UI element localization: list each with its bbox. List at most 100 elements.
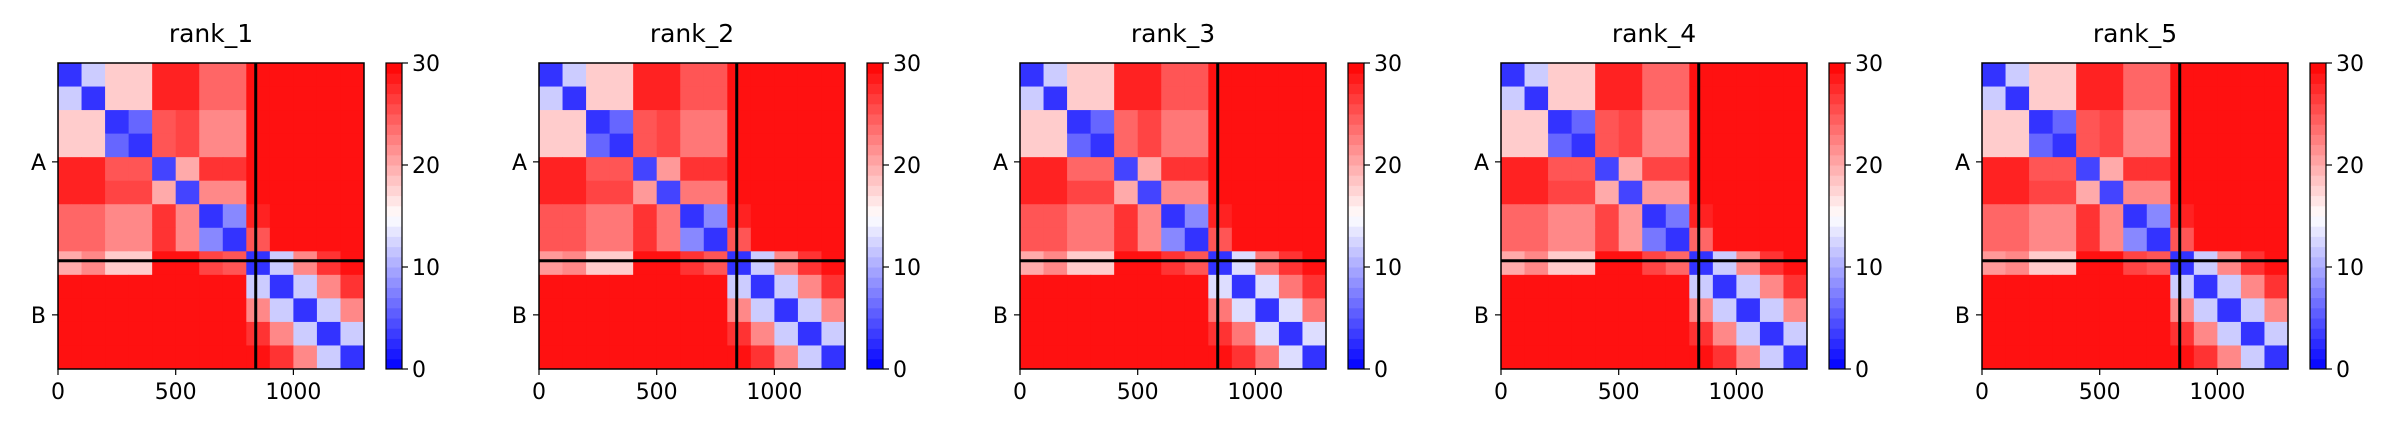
- heatmap-cell: [2123, 63, 2148, 88]
- heatmap-cell: [152, 345, 177, 370]
- colorbar-segment: [1348, 216, 1364, 227]
- heatmap-cell: [1137, 321, 1162, 346]
- heatmap-cell: [1524, 321, 1549, 346]
- heatmap-cell: [1571, 180, 1596, 205]
- colorbar-segment: [1348, 318, 1364, 329]
- heatmap-cell: [2170, 63, 2195, 88]
- y-tick-label: A: [993, 151, 1008, 176]
- heatmap-cell: [1208, 251, 1233, 276]
- heatmap-cell: [1302, 180, 1327, 205]
- heatmap-cell: [2264, 86, 2289, 111]
- heatmap-cell: [1020, 298, 1045, 323]
- heatmap-cell: [1137, 345, 1162, 370]
- heatmap-cell: [199, 180, 224, 205]
- heatmap-cell: [750, 298, 775, 323]
- heatmap-cell: [58, 274, 83, 299]
- heatmap-cell: [2264, 63, 2289, 88]
- colorbar-segment: [1829, 63, 1845, 74]
- heatmap-cell: [293, 251, 318, 276]
- heatmap-cell: [1712, 298, 1737, 323]
- heatmap-cell: [1783, 157, 1808, 182]
- heatmap-cell: [1090, 63, 1115, 88]
- heatmap-cell: [128, 345, 153, 370]
- heatmap-cell: [1184, 227, 1209, 252]
- heatmap-cell: [1255, 180, 1280, 205]
- heatmap-cell: [1759, 133, 1784, 158]
- colorbar-segment: [867, 154, 883, 166]
- heatmap-cell: [2217, 321, 2242, 346]
- heatmap-cell: [340, 345, 365, 370]
- heatmap-cell: [2052, 274, 2077, 299]
- heatmap-cell: [1137, 180, 1162, 205]
- heatmap-cell: [199, 274, 224, 299]
- heatmap-cell: [1618, 298, 1643, 323]
- heatmap-cell: [1642, 298, 1667, 323]
- heatmap-cell: [1712, 274, 1737, 299]
- x-tick-label: 500: [1598, 380, 1640, 405]
- heatmap-cell: [128, 63, 153, 88]
- heatmap-cell: [1982, 157, 2007, 182]
- colorbar-segment: [2310, 83, 2326, 95]
- heatmap-cell: [1618, 204, 1643, 229]
- heatmap-cell: [1043, 345, 1068, 370]
- heatmap-cell: [246, 86, 271, 111]
- colorbar-frame: [1347, 62, 1365, 370]
- heatmap-cell: [797, 227, 822, 252]
- heatmap-cell: [633, 251, 658, 276]
- heatmap-cell: [2029, 251, 2054, 276]
- heatmap-cell: [2005, 63, 2030, 88]
- heatmap-cell: [1501, 204, 1526, 229]
- heatmap-cell: [1278, 204, 1303, 229]
- colorbar-segment: [386, 185, 402, 197]
- heatmap-cell: [2264, 321, 2289, 346]
- heatmap-cell: [2193, 110, 2218, 135]
- heatmap-cell: [703, 274, 728, 299]
- heatmap-cell: [1067, 157, 1092, 182]
- heatmap-cell: [1208, 86, 1233, 111]
- x-tick-label: 1000: [265, 380, 321, 405]
- heatmap-cell: [1161, 345, 1186, 370]
- heatmap-cell: [727, 157, 752, 182]
- heatmap-cell: [1302, 110, 1327, 135]
- heatmap-cell: [1736, 251, 1761, 276]
- colorbar-segment: [1348, 226, 1364, 237]
- heatmap-cell: [1278, 110, 1303, 135]
- heatmap-cell: [2264, 345, 2289, 370]
- colorbar-segment: [2310, 328, 2326, 339]
- heatmap-cell: [1501, 157, 1526, 182]
- heatmap-cell: [562, 157, 587, 182]
- heatmap-cell: [797, 274, 822, 299]
- x-tick-label: 0: [1494, 380, 1508, 405]
- heatmap-cell: [2029, 63, 2054, 88]
- heatmap-cell: [340, 251, 365, 276]
- colorbar-tick-label: 0: [1374, 358, 1388, 383]
- heatmap-cell: [656, 157, 681, 182]
- heatmap-cell: [2123, 180, 2148, 205]
- heatmap-cell: [2170, 274, 2195, 299]
- axes-frame: [1500, 62, 1808, 370]
- heatmap-cell: [199, 110, 224, 135]
- heatmap-cell: [2005, 133, 2030, 158]
- heatmap-cell: [1278, 321, 1303, 346]
- heatmap-cell: [1618, 251, 1643, 276]
- colorbar-segment: [1348, 267, 1364, 278]
- heatmap-cell: [175, 110, 200, 135]
- heatmap-cell: [1231, 63, 1256, 88]
- heatmap-cell: [633, 180, 658, 205]
- heatmap-cell: [105, 63, 130, 88]
- heatmap-cell: [680, 180, 705, 205]
- colorbar-segment: [1829, 236, 1845, 248]
- heatmap-cell: [727, 63, 752, 88]
- heatmap-cell: [2240, 110, 2265, 135]
- colorbar-segment: [2310, 103, 2326, 115]
- colorbar-segment: [1348, 297, 1364, 309]
- heatmap-cell: [1161, 251, 1186, 276]
- heatmap-cell: [1255, 133, 1280, 158]
- heatmap-cell: [1184, 110, 1209, 135]
- heatmap-cell: [1982, 204, 2007, 229]
- heatmap-cell: [1642, 86, 1667, 111]
- heatmap-cell: [1642, 204, 1667, 229]
- heatmap-cell: [81, 133, 106, 158]
- heatmap-cell: [269, 180, 294, 205]
